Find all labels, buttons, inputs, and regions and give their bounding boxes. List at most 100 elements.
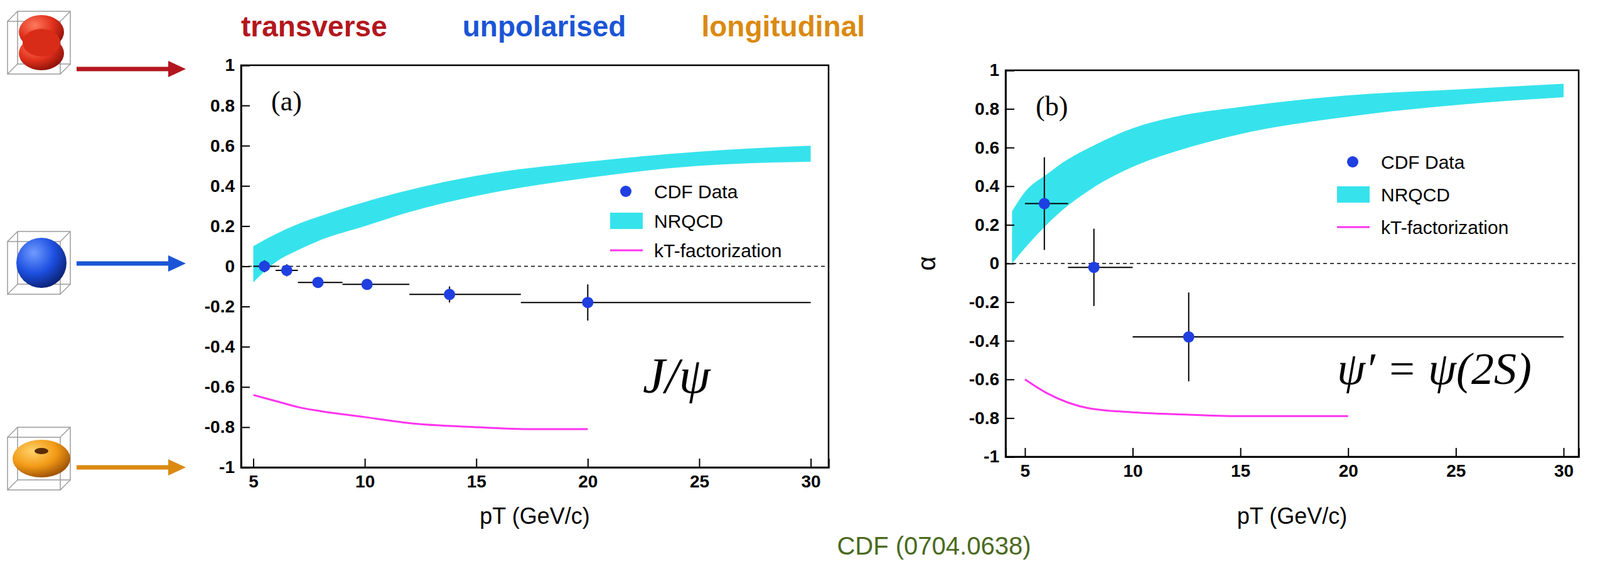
x-tick-label: 15 [467, 472, 487, 492]
header-label: longitudinal [701, 10, 865, 43]
y-axis: -1-0.8-0.6-0.4-0.200.20.40.60.81 [969, 60, 1015, 467]
legend-label: CDF Data [1380, 151, 1466, 173]
y-tick-label: -1 [983, 446, 1000, 467]
y-tick: 1 [224, 55, 250, 75]
x-tick-mark [810, 458, 812, 468]
y-tick-label: 0.6 [210, 136, 235, 156]
y-tick-mark [1005, 263, 1015, 265]
icon-shape [12, 440, 71, 478]
y-tick-mark [241, 346, 250, 348]
y-tick: -0.4 [204, 337, 250, 357]
icon-shape [16, 237, 67, 289]
legend: CDF Data NRQCD kT-factorization [610, 181, 782, 262]
x-tick-mark [698, 458, 700, 468]
x-tick: 25 [1446, 448, 1466, 481]
y-tick-mark [1005, 224, 1015, 226]
zero-line [241, 266, 829, 268]
y-tick-mark [1005, 301, 1015, 304]
x-tick-mark [1455, 448, 1457, 457]
y-tick-label: -0.2 [969, 292, 1000, 312]
x-tick: 10 [355, 458, 375, 492]
error-bar-x [342, 283, 410, 285]
y-tick: 0.4 [210, 176, 250, 196]
y-axis-line [241, 65, 251, 469]
x-tick-mark [1240, 448, 1242, 457]
x-tick-label: 5 [248, 472, 259, 492]
legend-label: NRQCD [1380, 184, 1450, 206]
error-bar-x [520, 301, 811, 304]
band [1011, 84, 1564, 264]
y-tick: -0.6 [204, 377, 250, 397]
header-label: unpolarised [462, 10, 627, 43]
plot-area [241, 145, 829, 430]
x-tick-label: 15 [1230, 461, 1251, 481]
error-bar-x [409, 293, 521, 296]
y-tick: -1 [983, 446, 1015, 467]
icon-box [7, 427, 71, 491]
y-tick-mark [1005, 379, 1015, 381]
y-tick-mark [241, 426, 250, 429]
annotation: ψ′ = ψ(2S) [1336, 343, 1532, 395]
plot-frame [241, 65, 829, 468]
x-tick: 25 [689, 458, 710, 492]
y-tick-label: 1 [224, 55, 235, 75]
x-tick-mark [1347, 448, 1349, 457]
y-tick-mark [241, 467, 250, 469]
x-tick-mark [1132, 448, 1134, 457]
x-tick-label: 10 [355, 472, 375, 492]
panel-label: (a) [271, 85, 302, 117]
icon-arrow [76, 459, 186, 476]
legend-item: CDF Data [620, 181, 739, 203]
polarisation-icon [7, 11, 186, 78]
x-axis-title: pT (GeV/c) [1237, 503, 1348, 530]
x-tick-mark [475, 458, 478, 468]
legend-item: NRQCD [1336, 184, 1450, 206]
y-tick-label: -0.4 [204, 337, 236, 357]
header-label: transverse [241, 10, 388, 43]
x-tick-label: 25 [689, 472, 710, 492]
x-tick-label: 25 [1446, 461, 1466, 481]
x-tick: 30 [801, 458, 822, 492]
x-axis: 51015202530 [1006, 448, 1580, 481]
y-tick: 0.6 [210, 136, 250, 156]
y-tick-mark [1005, 108, 1015, 110]
data-point [1038, 198, 1051, 210]
y-tick-label: 0 [989, 253, 1000, 274]
points [258, 261, 594, 309]
y-tick-mark [241, 266, 250, 268]
y-tick-mark [241, 65, 250, 67]
line [253, 395, 589, 430]
source-note: CDF (0704.0638) [836, 532, 1031, 560]
y-tick: 0 [224, 256, 250, 277]
error-bars [253, 260, 811, 321]
data-point [312, 276, 324, 289]
legend-label: NRQCD [654, 210, 724, 232]
panel: 51015202530-1-0.8-0.6-0.4-0.200.20.40.60… [204, 55, 830, 530]
x-tick: 10 [1122, 448, 1143, 481]
legend-item: kT-factorization [610, 240, 782, 262]
y-tick-mark [1005, 456, 1015, 459]
icon-box [7, 231, 71, 295]
line [1025, 379, 1349, 417]
panel: 51015202530-1-0.8-0.6-0.4-0.200.20.40.60… [912, 60, 1580, 530]
y-tick-label: 0.8 [210, 96, 235, 116]
x-tick-label: 20 [1338, 461, 1359, 481]
legend-swatch [610, 212, 643, 230]
data-point [1088, 261, 1100, 274]
legend-swatch [1336, 186, 1370, 203]
y-tick: 0.4 [974, 176, 1015, 196]
legend-label: kT-factorization [654, 240, 782, 262]
y-tick: -0.2 [204, 296, 250, 317]
y-tick: -0.4 [969, 331, 1015, 351]
panel-label: (b) [1035, 91, 1068, 122]
data-point [258, 261, 270, 273]
y-tick: -0.6 [969, 369, 1015, 390]
y-tick-mark [1005, 147, 1015, 149]
x-axis-line [241, 458, 830, 469]
x-tick: 20 [578, 458, 598, 492]
x-tick-label: 5 [1020, 461, 1031, 481]
polarisation-icon [7, 427, 186, 491]
icon-arrow [76, 255, 186, 272]
x-tick-label: 10 [1122, 461, 1143, 481]
y-tick: -1 [219, 457, 250, 478]
